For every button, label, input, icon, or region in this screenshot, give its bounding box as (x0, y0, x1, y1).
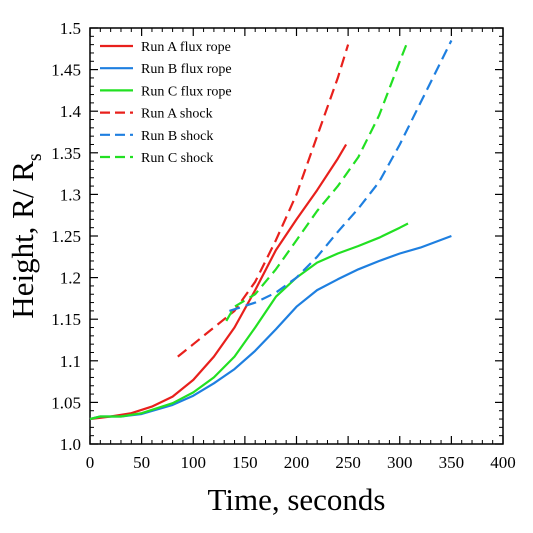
series-lines (89, 40, 453, 421)
x-tick-label: 0 (86, 453, 95, 472)
y-axis-title: Height, R/ Rs (5, 153, 46, 319)
legend-label: Run C shock (141, 151, 213, 166)
y-tick-label: 1.35 (51, 144, 81, 163)
plot-area: 0 50 100 150 200 250 300 350 400 1.0 1.05 1.1 1.15 1.… (51, 19, 516, 472)
legend-label: Run B flux rope (141, 62, 232, 77)
x-tick-label: 300 (387, 453, 413, 472)
series-line-2 (89, 234, 452, 421)
y-tick-label: 1.2 (60, 269, 81, 288)
x-tick-label: 350 (439, 453, 465, 472)
legend-label: Run A flux rope (141, 40, 231, 55)
x-tick-label: 100 (181, 453, 207, 472)
y-tick-label: 1.5 (60, 19, 81, 38)
series-line-1 (89, 143, 348, 421)
y-tick-label: 1.0 (60, 435, 81, 454)
legend: Run A flux rope Run B flux rope Run C flux… (100, 40, 232, 166)
y-axis-title-subscript: s (24, 153, 46, 161)
series-line-3 (89, 222, 409, 421)
y-tick-label: 1.4 (60, 102, 82, 121)
legend-label: Run C flux rope (141, 84, 232, 99)
series-line-4 (177, 44, 350, 358)
y-tick-label: 1.45 (51, 61, 81, 80)
x-tick-label: 50 (133, 453, 150, 472)
y-tick-label: 1.15 (51, 310, 81, 329)
x-axis-title: Time, seconds (208, 482, 386, 517)
y-tick-label: 1.25 (51, 227, 81, 246)
x-tick-label: 150 (232, 453, 258, 472)
x-tick-label: 250 (335, 453, 361, 472)
y-tick-label: 1.05 (51, 393, 81, 412)
axis-ticks: 0 50 100 150 200 250 300 350 400 1.0 1.05 1.1 1.15 1.… (51, 19, 516, 472)
y-tick-label: 1.3 (60, 185, 81, 204)
series-line-5 (229, 40, 453, 312)
series-line-6 (225, 40, 410, 322)
y-axis-title-main: Height, R/ R (5, 161, 40, 319)
x-tick-label: 400 (490, 453, 516, 472)
legend-label: Run A shock (141, 107, 213, 122)
y-tick-label: 1.1 (60, 352, 81, 371)
legend-label: Run B shock (141, 129, 213, 144)
x-tick-label: 200 (284, 453, 310, 472)
